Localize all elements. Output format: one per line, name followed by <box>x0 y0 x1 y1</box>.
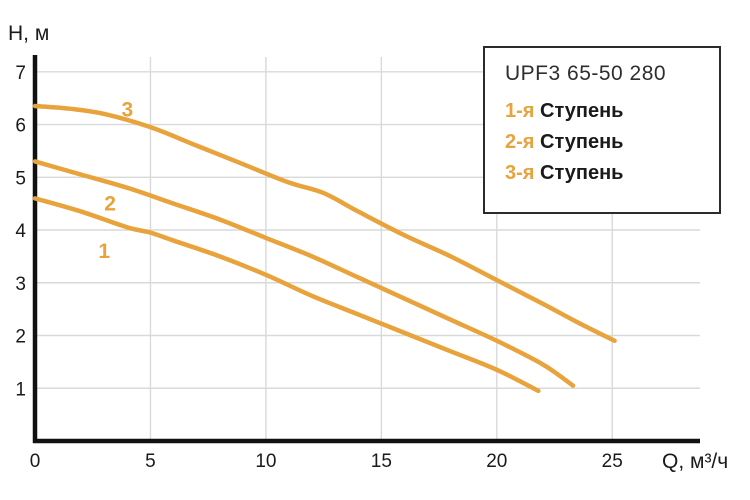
y-tick-label: 1 <box>15 379 26 400</box>
legend-item-stage-3: 3-я Ступень <box>505 158 719 189</box>
y-tick-label: 7 <box>15 63 26 84</box>
legend-stage-2-prefix: 2-я <box>505 131 535 153</box>
x-tick-label: 15 <box>371 451 392 472</box>
curve-label-stage-2: 2 <box>104 193 116 216</box>
y-tick-label: 2 <box>15 327 26 348</box>
curve-stage-1 <box>32 196 541 394</box>
legend-stage-1-label: Ступень <box>540 100 624 122</box>
x-axis-label: Q, м³/ч <box>662 450 729 473</box>
x-tick-label: 20 <box>486 451 507 472</box>
curve-stage-3 <box>32 103 617 344</box>
curve-label-stage-3: 3 <box>122 99 134 122</box>
legend-item-stage-2: 2-я Ступень <box>505 127 719 158</box>
legend-stage-1-prefix: 1-я <box>505 100 535 122</box>
legend-title: UPF3 65-50 280 <box>505 62 667 85</box>
y-tick-label: 4 <box>15 221 26 242</box>
y-axis-label: H, м <box>8 22 50 45</box>
x-tick-label: 25 <box>602 451 623 472</box>
y-tick-label: 3 <box>15 274 26 295</box>
curve-label-stage-1: 1 <box>98 240 110 263</box>
legend-stage-3-label: Ступень <box>540 162 624 184</box>
y-tick-label: 6 <box>15 116 26 137</box>
x-tick-label: 0 <box>30 451 41 472</box>
x-tick-label: 5 <box>145 451 156 472</box>
y-tick-label: 5 <box>15 168 26 189</box>
x-tick-label: 10 <box>255 451 276 472</box>
legend-box: UPF3 65-50 280 1-я Ступень 2-я Ступень 3… <box>483 46 721 214</box>
legend-stage-2-label: Ступень <box>540 131 624 153</box>
curve-stage-2 <box>32 159 576 388</box>
legend-item-stage-1: 1-я Ступень <box>505 96 719 127</box>
legend-stage-3-prefix: 3-я <box>505 162 535 184</box>
